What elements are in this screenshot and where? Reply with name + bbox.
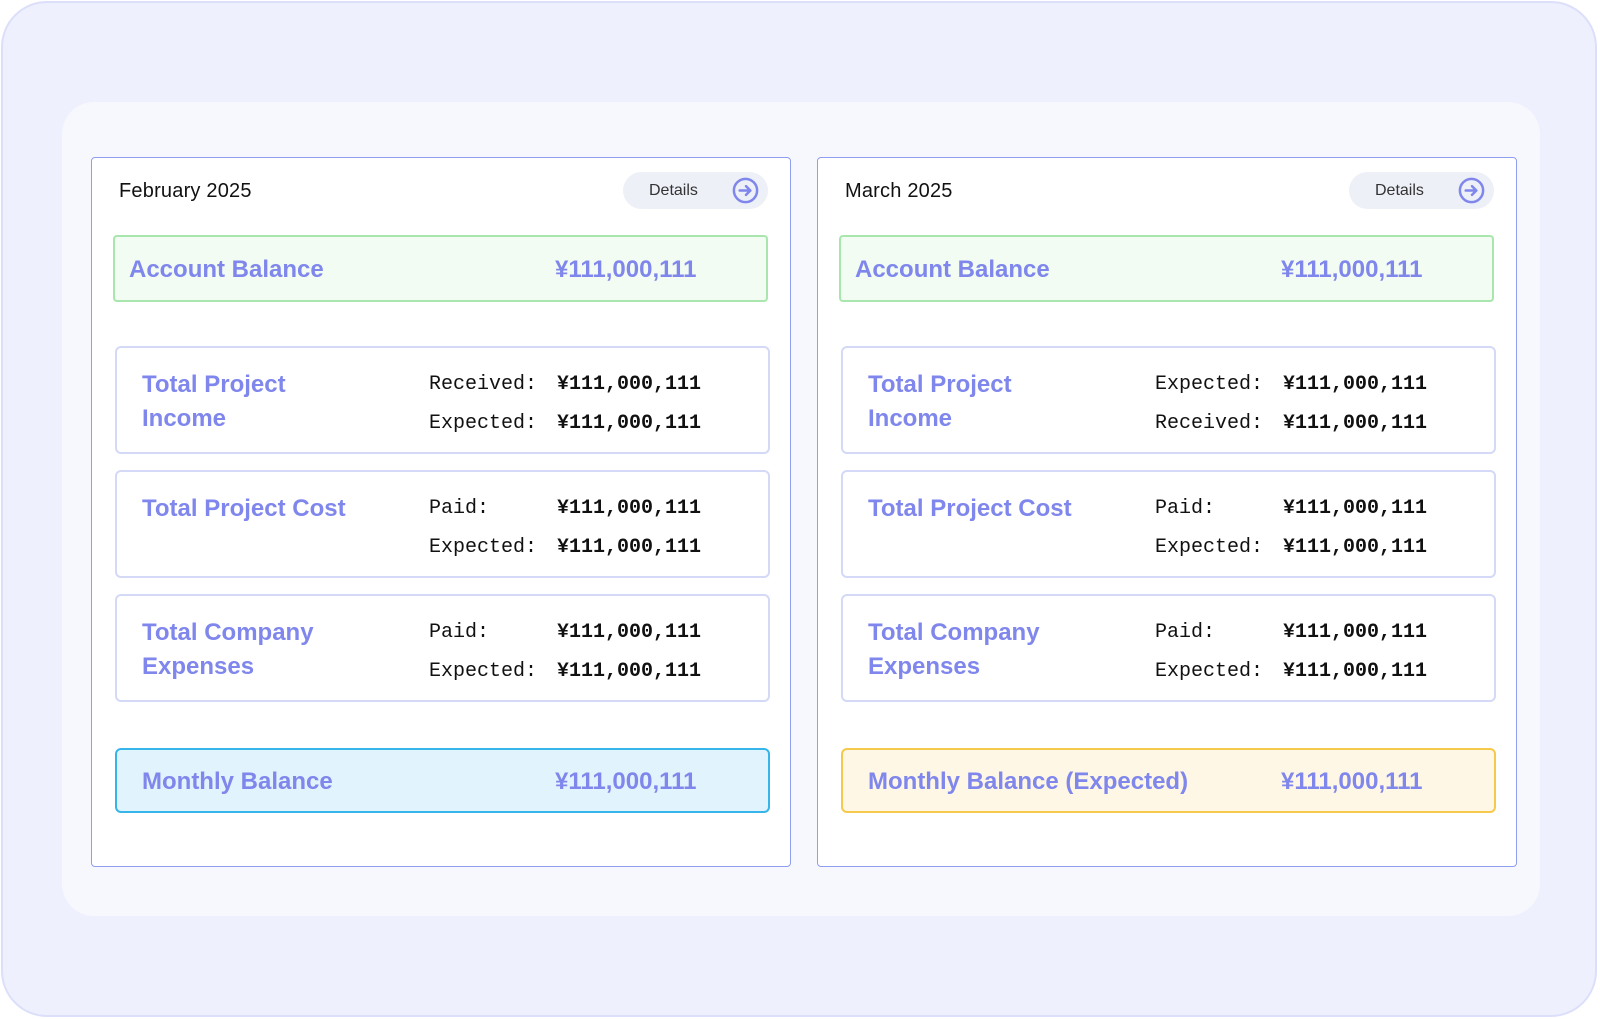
account-balance-label: Account Balance [855, 256, 1050, 283]
row-value: ¥111,000,111 [557, 373, 702, 396]
row-value: ¥111,000,111 [557, 412, 702, 435]
company-expenses-box: Total Company Expenses Paid: ¥111,000,11… [115, 594, 770, 702]
account-balance-box: Account Balance ¥111,000,111 [113, 235, 768, 302]
monthly-balance-label: Monthly Balance (Expected) [868, 768, 1189, 795]
arrow-right-circle-icon [1458, 177, 1485, 204]
row-label: Paid: [1155, 497, 1216, 520]
details-label: Details [649, 182, 698, 199]
row-value: ¥111,000,111 [1283, 412, 1428, 435]
month-card-february: February 2025 Details Account Balance ¥1… [91, 157, 791, 867]
row-label: Expected: [429, 660, 538, 683]
project-cost-box: Total Project Cost Paid: ¥111,000,111 Ex… [115, 470, 770, 578]
row-label: Expected: [429, 536, 538, 559]
row-value: ¥111,000,111 [1283, 373, 1428, 396]
account-balance-label: Account Balance [129, 256, 324, 283]
details-button[interactable]: Details [1349, 172, 1494, 209]
company-expenses-title: Total Company Expenses [142, 619, 314, 680]
details-label: Details [1375, 182, 1424, 199]
row-label: Paid: [1155, 621, 1216, 644]
row-label: Paid: [429, 497, 490, 520]
project-income-title: Total Project Income [868, 371, 1012, 432]
project-income-box: Total Project Income Received: ¥111,000,… [115, 346, 770, 454]
account-balance-value: ¥111,000,111 [1281, 256, 1423, 283]
project-income-title: Total Project Income [142, 371, 286, 432]
project-income-box: Total Project Income Expected: ¥111,000,… [841, 346, 1496, 454]
row-value: ¥111,000,111 [557, 621, 702, 644]
monthly-balance-label: Monthly Balance [142, 768, 333, 795]
row-label: Expected: [1155, 660, 1264, 683]
row-value: ¥111,000,111 [1283, 536, 1428, 559]
month-title: February 2025 [119, 180, 252, 202]
row-label: Received: [1155, 412, 1264, 435]
monthly-balance-box: Monthly Balance ¥111,000,111 [115, 748, 770, 813]
row-label: Expected: [1155, 373, 1264, 396]
row-label: Received: [429, 373, 538, 396]
row-value: ¥111,000,111 [557, 660, 702, 683]
monthly-balance-expected-box: Monthly Balance (Expected) ¥111,000,111 [841, 748, 1496, 813]
monthly-balance-value: ¥111,000,111 [1281, 768, 1423, 795]
row-value: ¥111,000,111 [557, 536, 702, 559]
account-balance-box: Account Balance ¥111,000,111 [839, 235, 1494, 302]
row-value: ¥111,000,111 [1283, 497, 1428, 520]
project-cost-box: Total Project Cost Paid: ¥111,000,111 Ex… [841, 470, 1496, 578]
row-value: ¥111,000,111 [1283, 660, 1428, 683]
monthly-balance-value: ¥111,000,111 [555, 768, 697, 795]
row-value: ¥111,000,111 [1283, 621, 1428, 644]
row-label: Expected: [1155, 536, 1264, 559]
row-label: Expected: [429, 412, 538, 435]
project-cost-title: Total Project Cost [142, 495, 346, 522]
arrow-right-circle-icon [732, 177, 759, 204]
company-expenses-box: Total Company Expenses Paid: ¥111,000,11… [841, 594, 1496, 702]
row-value: ¥111,000,111 [557, 497, 702, 520]
company-expenses-title: Total Company Expenses [868, 619, 1040, 680]
account-balance-value: ¥111,000,111 [555, 256, 697, 283]
month-card-march: March 2025 Details Account Balance ¥111,… [817, 157, 1517, 867]
project-cost-title: Total Project Cost [868, 495, 1072, 522]
month-title: March 2025 [845, 180, 953, 202]
details-button[interactable]: Details [623, 172, 768, 209]
row-label: Paid: [429, 621, 490, 644]
